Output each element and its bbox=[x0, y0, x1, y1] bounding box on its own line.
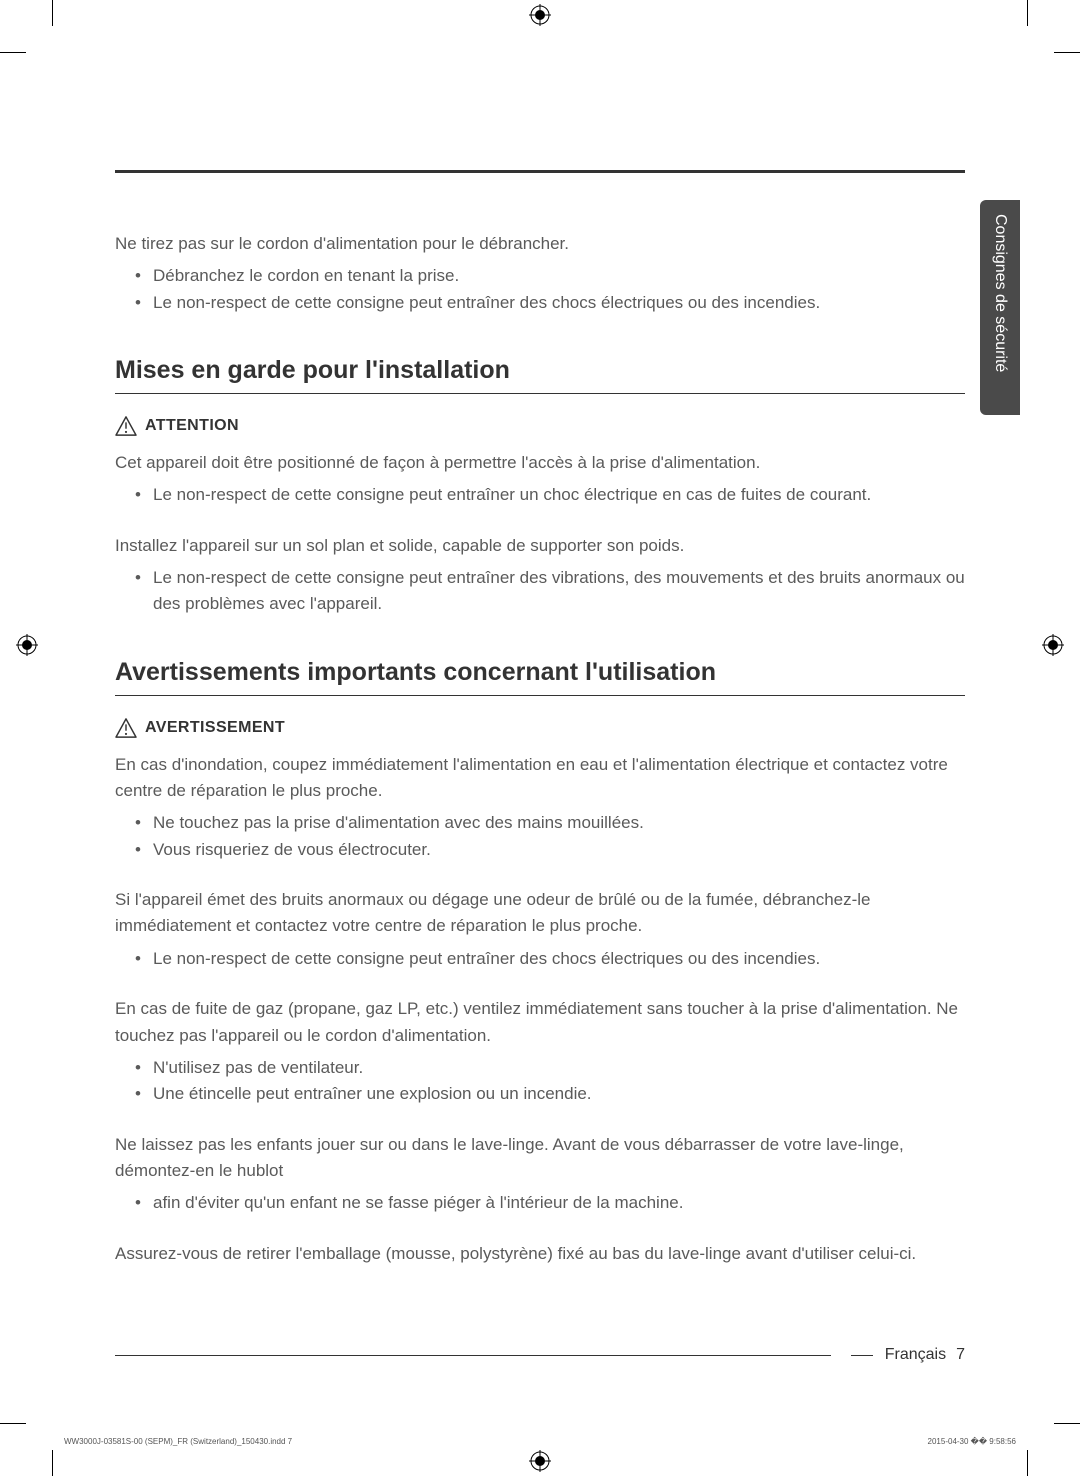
top-rule bbox=[115, 170, 965, 173]
list-item: Le non-respect de cette consigne peut en… bbox=[135, 565, 965, 618]
list-item: Ne touchez pas la prise d'alimentation a… bbox=[135, 810, 965, 836]
side-tab: Consignes de sécurité bbox=[980, 200, 1020, 415]
side-tab-label: Consignes de sécurité bbox=[991, 214, 1009, 372]
block-lead: En cas de fuite de gaz (propane, gaz LP,… bbox=[115, 996, 965, 1049]
crop-mark bbox=[1027, 0, 1028, 26]
footer-page-number: 7 bbox=[956, 1346, 965, 1364]
alert-attention: ATTENTION bbox=[115, 416, 965, 436]
block-lead: Ne laissez pas les enfants jouer sur ou … bbox=[115, 1132, 965, 1185]
imprint-left: WW3000J-03581S-00 (SEPM)_FR (Switzerland… bbox=[64, 1437, 292, 1446]
warning-block: Si l'appareil émet des bruits anormaux o… bbox=[115, 887, 965, 972]
page-footer: Français 7 bbox=[115, 1346, 965, 1364]
block-lead: En cas d'inondation, coupez immédiatemen… bbox=[115, 752, 965, 805]
block-bullets: N'utilisez pas de ventilateur. Une étinc… bbox=[115, 1055, 965, 1108]
list-item: Vous risqueriez de vous électrocuter. bbox=[135, 837, 965, 863]
warning-block: En cas d'inondation, coupez immédiatemen… bbox=[115, 752, 965, 863]
warning-block: Ne laissez pas les enfants jouer sur ou … bbox=[115, 1132, 965, 1217]
list-item: afin d'éviter qu'un enfant ne se fasse p… bbox=[135, 1190, 965, 1216]
block-bullets: Ne touchez pas la prise d'alimentation a… bbox=[115, 810, 965, 863]
registration-mark-icon bbox=[1042, 634, 1064, 656]
crop-mark bbox=[0, 1423, 26, 1424]
intro-lead: Ne tirez pas sur le cordon d'alimentatio… bbox=[115, 231, 965, 257]
crop-mark bbox=[52, 1450, 53, 1476]
footer-rule bbox=[115, 1355, 831, 1356]
warning-block: Assurez-vous de retirer l'emballage (mou… bbox=[115, 1241, 965, 1267]
block-bullets: afin d'éviter qu'un enfant ne se fasse p… bbox=[115, 1190, 965, 1216]
block-bullets: Le non-respect de cette consigne peut en… bbox=[115, 565, 965, 618]
registration-mark-icon bbox=[529, 4, 551, 26]
block-bullets: Le non-respect de cette consigne peut en… bbox=[115, 946, 965, 972]
warning-triangle-icon bbox=[115, 416, 137, 436]
footer-dash bbox=[851, 1355, 873, 1356]
alert-label: AVERTISSEMENT bbox=[145, 719, 285, 737]
list-item: Débranchez le cordon en tenant la prise. bbox=[135, 263, 965, 289]
crop-mark bbox=[1054, 52, 1080, 53]
imprint-right: 2015-04-30 �� 9:58:56 bbox=[928, 1437, 1016, 1446]
warning-triangle-icon bbox=[115, 718, 137, 738]
section-title-usage: Avertissements importants concernant l'u… bbox=[115, 658, 965, 696]
warning-block: Cet appareil doit être positionné de faç… bbox=[115, 450, 965, 509]
alert-avertissement: AVERTISSEMENT bbox=[115, 718, 965, 738]
list-item: N'utilisez pas de ventilateur. bbox=[135, 1055, 965, 1081]
crop-mark bbox=[0, 52, 26, 53]
list-item: Une étincelle peut entraîner une explosi… bbox=[135, 1081, 965, 1107]
crop-mark bbox=[1027, 1450, 1028, 1476]
footer-language: Français bbox=[885, 1346, 946, 1364]
block-lead: Assurez-vous de retirer l'emballage (mou… bbox=[115, 1241, 965, 1267]
list-item: Le non-respect de cette consigne peut en… bbox=[135, 946, 965, 972]
block-lead: Cet appareil doit être positionné de faç… bbox=[115, 450, 965, 476]
alert-label: ATTENTION bbox=[145, 417, 239, 435]
warning-block: En cas de fuite de gaz (propane, gaz LP,… bbox=[115, 996, 965, 1107]
crop-mark bbox=[1054, 1423, 1080, 1424]
crop-mark bbox=[52, 0, 53, 26]
registration-mark-icon bbox=[529, 1450, 551, 1472]
list-item: Le non-respect de cette consigne peut en… bbox=[135, 290, 965, 316]
block-lead: Installez l'appareil sur un sol plan et … bbox=[115, 533, 965, 559]
registration-mark-icon bbox=[16, 634, 38, 656]
block-lead: Si l'appareil émet des bruits anormaux o… bbox=[115, 887, 965, 940]
block-bullets: Le non-respect de cette consigne peut en… bbox=[115, 482, 965, 508]
intro-bullets: Débranchez le cordon en tenant la prise.… bbox=[115, 263, 965, 316]
list-item: Le non-respect de cette consigne peut en… bbox=[135, 482, 965, 508]
page-content: Consignes de sécurité Ne tirez pas sur l… bbox=[115, 170, 965, 1281]
warning-block: Installez l'appareil sur un sol plan et … bbox=[115, 533, 965, 618]
section-title-installation: Mises en garde pour l'installation bbox=[115, 356, 965, 394]
